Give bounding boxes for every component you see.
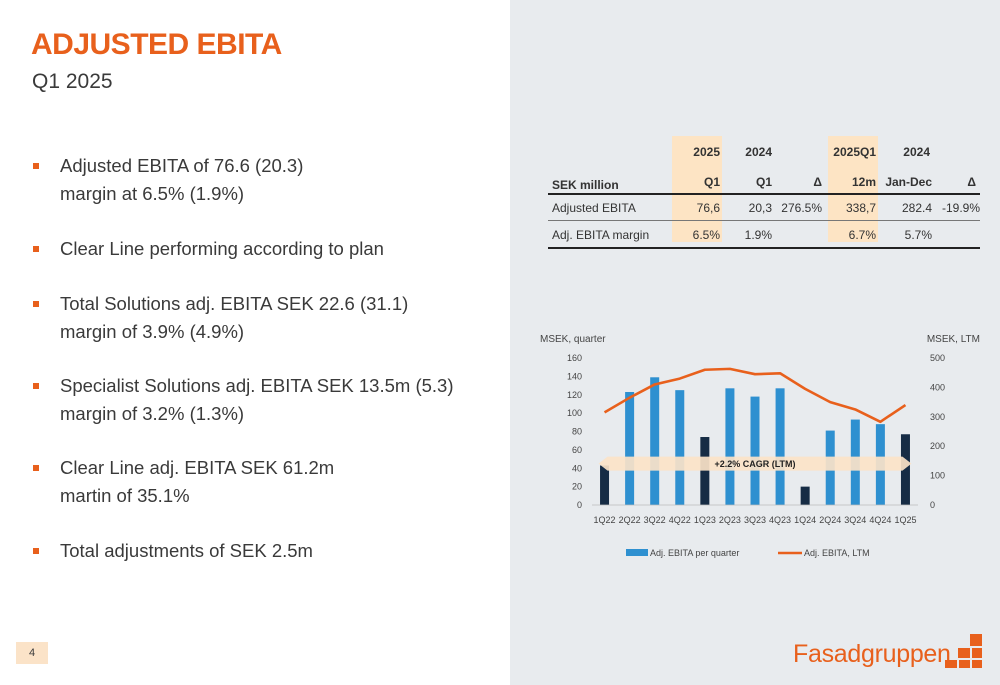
- page-title: ADJUSTED EBITA: [31, 28, 282, 61]
- table-cell: 76,6: [696, 201, 720, 215]
- x-axis-tick-label: 1Q23: [694, 515, 716, 525]
- x-axis-tick-label: 1Q25: [894, 515, 916, 525]
- table-cell: 276.5%: [781, 201, 822, 215]
- table-header: Δ: [967, 175, 976, 189]
- logo-mark-icon: [945, 634, 982, 668]
- table-cell: 6.5%: [692, 228, 720, 242]
- x-axis-tick-label: 2Q24: [819, 515, 841, 525]
- table-cell: 282.4: [901, 201, 932, 215]
- bullet-text: margin at 6.5% (1.9%): [60, 183, 245, 204]
- left-axis-tick-label: 60: [572, 445, 582, 455]
- page-subtitle: Q1 2025: [32, 70, 113, 93]
- table-cell: 1.9%: [744, 228, 772, 242]
- cagr-annotation: +2.2% CAGR (LTM): [714, 459, 795, 469]
- table-row-label: Adjusted EBITA: [552, 201, 636, 215]
- right-panel: [510, 0, 1000, 685]
- left-axis-tick-label: 100: [567, 408, 582, 418]
- x-axis-tick-label: 3Q23: [744, 515, 766, 525]
- x-axis-tick-label: 3Q24: [844, 515, 866, 525]
- chart-bar: [675, 390, 685, 505]
- x-axis-tick-label: 2Q22: [619, 515, 641, 525]
- chart-bar: [600, 465, 610, 505]
- left-axis-tick-label: 140: [567, 371, 582, 381]
- bullet-text: Total adjustments of SEK 2.5m: [60, 540, 313, 561]
- x-axis-tick-label: 1Q24: [794, 515, 816, 525]
- left-axis-tick-label: 40: [572, 463, 582, 473]
- x-axis-tick-label: 3Q22: [644, 515, 666, 525]
- bullet-text: Specialist Solutions adj. EBITA SEK 13.5…: [60, 375, 454, 396]
- ebita-chart: MSEK, quarter MSEK, LTM 0 20 40 60 80 100 120 140…: [540, 334, 980, 558]
- chart-bar: [700, 437, 710, 505]
- table-header: 2025: [693, 145, 720, 159]
- table-cell: 5.7%: [904, 228, 932, 242]
- company-logo: Fasadgruppen: [793, 634, 993, 674]
- left-axis-tick-label: 120: [567, 390, 582, 400]
- bullet-text: margin of 3.2% (1.3%): [60, 403, 245, 424]
- chart-bar: [650, 377, 660, 505]
- right-axis-tick-label: 0: [930, 500, 935, 510]
- table-cell: 338,7: [845, 201, 876, 215]
- legend-swatch-bars: [626, 549, 648, 556]
- bullet-text: margin of 3.9% (4.9%): [60, 321, 245, 342]
- table-header: Q1: [703, 175, 720, 189]
- left-axis-tick-label: 160: [567, 353, 582, 363]
- bullet-text: Clear Line performing according to plan: [60, 238, 384, 259]
- x-axis-tick-label: 4Q22: [669, 515, 691, 525]
- bullet-text: Total Solutions adj. EBITA SEK 22.6 (31.…: [60, 293, 409, 314]
- right-axis-tick-label: 500: [930, 353, 945, 363]
- x-axis-tick-label: 4Q24: [869, 515, 891, 525]
- highlight-column: [672, 136, 722, 242]
- right-axis-tick-label: 100: [930, 471, 945, 481]
- chart-bar: [900, 434, 910, 505]
- x-axis-tick-label: 2Q23: [719, 515, 741, 525]
- chart-bar: [775, 388, 785, 505]
- right-axis-tick-label: 400: [930, 382, 945, 392]
- bullet-marker-icon: [33, 465, 39, 471]
- bullet-text: martin of 35.1%: [60, 485, 190, 506]
- table-header: 2025Q1: [833, 145, 876, 159]
- table-cell: -19.9%: [941, 201, 980, 215]
- bullet-marker-icon: [33, 301, 39, 307]
- table-header: 2024: [903, 145, 930, 159]
- chart-bar: [725, 388, 735, 505]
- chart-bar: [750, 396, 760, 505]
- left-axis-tick-label: 20: [572, 482, 582, 492]
- right-axis-title: MSEK, LTM: [927, 334, 980, 345]
- legend-label: Adj. EBITA, LTM: [804, 548, 870, 558]
- x-axis-tick-label: 4Q23: [769, 515, 791, 525]
- right-axis-tick-label: 300: [930, 412, 945, 422]
- x-axis-tick-label: 1Q22: [594, 515, 616, 525]
- table-header: 12m: [851, 175, 876, 189]
- chart-bar: [625, 391, 635, 505]
- table-header: Δ: [813, 175, 822, 189]
- left-axis-tick-label: 0: [577, 500, 582, 510]
- bullet-marker-icon: [33, 548, 39, 554]
- table-divider: [548, 193, 980, 195]
- chart-bar: [800, 486, 810, 505]
- table-divider: [548, 220, 980, 221]
- bullet-text: Adjusted EBITA of 76.6 (20.3): [60, 155, 304, 176]
- left-axis-tick-label: 80: [572, 427, 582, 437]
- table-header: 2024: [745, 145, 772, 159]
- table-header: Q1: [755, 175, 772, 189]
- table-header: Jan-Dec: [885, 175, 932, 189]
- page-number: 4: [16, 642, 48, 664]
- bullet-marker-icon: [33, 246, 39, 252]
- cagr-arrow: [598, 456, 912, 471]
- legend-label: Adj. EBITA per quarter: [650, 548, 739, 558]
- bullet-text: Clear Line adj. EBITA SEK 61.2m: [60, 457, 335, 478]
- left-axis-title: MSEK, quarter: [540, 334, 606, 345]
- bullet-marker-icon: [33, 383, 39, 389]
- right-axis-tick-label: 200: [930, 441, 945, 451]
- bullet-marker-icon: [33, 163, 39, 169]
- table-divider: [548, 247, 980, 249]
- highlight-column: [828, 136, 878, 242]
- table-cell: 20,3: [748, 201, 772, 215]
- table-cell: 6.7%: [848, 228, 876, 242]
- table-row-label: Adj. EBITA margin: [552, 228, 650, 242]
- table-row-label-header: SEK million: [552, 178, 619, 192]
- logo-text: Fasadgruppen: [793, 640, 951, 668]
